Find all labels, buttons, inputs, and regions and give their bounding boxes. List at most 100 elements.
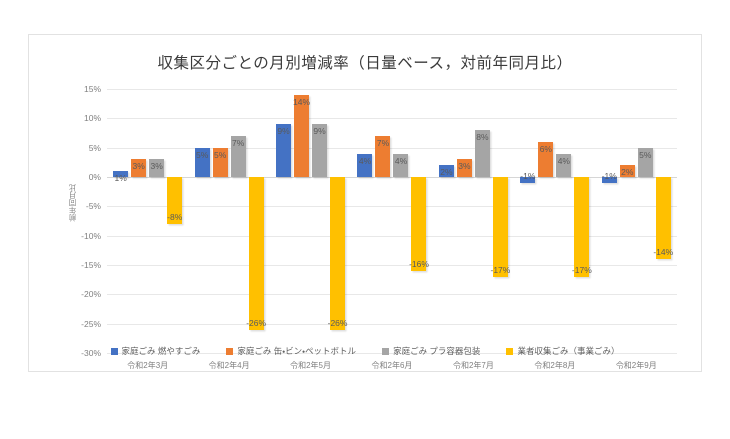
bar-group: -1% 2% 5% -14% 令和2年9月 [596, 89, 677, 370]
bar-value-label: -1% [601, 170, 617, 181]
gridline [107, 265, 677, 266]
bar-rect [438, 165, 454, 177]
bar[interactable]: 4% [556, 89, 572, 353]
gridline [107, 294, 677, 296]
bar[interactable]: -16% [409, 89, 429, 353]
x-axis-tick: 令和2年3月 [127, 361, 169, 370]
legend-item[interactable]: 家庭ごみ 燃やすごみ [110, 345, 201, 357]
bar[interactable]: -17% [490, 89, 511, 353]
bar-rect [294, 94, 310, 177]
bar[interactable]: 9% [276, 89, 292, 353]
bar[interactable]: 7% [375, 89, 391, 353]
plot-area: 15% 10% 5% 0% -5% -10% -15% -20% -25% -30% 1% 3% 3% -… [81, 84, 677, 370]
bar-group: 1% 3% 3% -8% 令和2年3月 [107, 89, 188, 370]
y-axis-tick: -30% [81, 348, 101, 358]
bar-value-label: 7% [231, 137, 245, 148]
bar-rect [194, 147, 210, 177]
y-axis-tick: -5% [85, 201, 101, 212]
bar[interactable]: 4% [393, 89, 409, 353]
bar-value-label: -1% [520, 170, 536, 181]
legend-item[interactable]: 家庭ごみ プラ容器包装 [382, 345, 480, 357]
y-axis-tick: -20% [81, 289, 101, 300]
x-axis-tick: 令和2年5月 [290, 361, 331, 370]
bar[interactable]: -26% [328, 89, 347, 353]
bar[interactable]: 6% [538, 89, 554, 353]
legend-label: 家庭ごみ 缶・ビン・ペットボトル [237, 346, 357, 356]
bar[interactable]: 5% [212, 89, 228, 353]
bar[interactable]: 4% [357, 89, 373, 353]
bar[interactable]: 5% [637, 89, 653, 353]
legend-label: 家庭ごみ 燃やすごみ [121, 346, 201, 356]
chart-container: 収集区分ごとの月別増減率（日量ベース，対前年同月比） 前年同月比 15% 10% 5… [28, 34, 702, 372]
gridline [107, 118, 677, 120]
bar-rect [601, 177, 617, 183]
bar[interactable]: -14% [653, 89, 674, 353]
y-axis-tick: -25% [81, 318, 101, 329]
bar[interactable]: -26% [246, 89, 267, 353]
bar-rect [248, 177, 264, 330]
bar-value-label: 3% [132, 161, 145, 172]
bar-rect [212, 147, 228, 177]
legend-swatch-icon [226, 347, 234, 355]
bar-value-label: 6% [539, 143, 552, 154]
y-axis-tick: -10% [81, 230, 101, 241]
bar-cluster: 4% 7% 4% -16% [351, 89, 432, 353]
bar-rect [230, 135, 246, 177]
gridline [107, 235, 677, 237]
bar-cluster: 5% 5% 7% -26% [188, 89, 269, 353]
bar-value-label: 2% [440, 167, 453, 178]
bar[interactable]: 3% [131, 89, 147, 353]
bar[interactable]: 2% [438, 89, 454, 353]
legend-label: 家庭ごみ プラ容器包装 [393, 346, 481, 356]
bar-value-label: 4% [557, 155, 570, 166]
bar[interactable]: 3% [456, 89, 472, 353]
bar-value-label: 3% [458, 161, 471, 172]
gridline [107, 353, 677, 354]
bar[interactable]: 5% [194, 89, 210, 353]
chart-title: 収集区分ごとの月別増減率（日量ベース，対前年同月比） [157, 55, 573, 72]
bar[interactable]: 7% [230, 89, 246, 353]
bar-group: 2% 3% 8% -17% 令和2年7月 [433, 89, 514, 370]
bar-value-label: 4% [358, 155, 372, 166]
gridline [107, 206, 677, 208]
bar-rect [276, 124, 292, 177]
legend-item[interactable]: 家庭ごみ 缶・ビン・ペットボトル [226, 345, 356, 357]
x-axis-tick: 令和2年6月 [371, 361, 413, 370]
bar-value-label: -17% [571, 264, 592, 275]
x-axis-tick: 令和2年4月 [208, 361, 250, 370]
legend-swatch-icon [506, 347, 514, 355]
bar-rect [393, 153, 409, 177]
bar-rect [492, 177, 508, 277]
bar[interactable]: 3% [149, 89, 165, 353]
bar[interactable]: 14% [293, 89, 310, 353]
bar-rect [357, 153, 373, 177]
bar-value-label: -26% [246, 317, 267, 328]
bar-rect [149, 159, 165, 177]
bar-value-label: 8% [476, 132, 489, 143]
bar-value-label: -14% [653, 247, 674, 258]
bar-cluster: -1% 2% 5% -14% [596, 89, 677, 353]
legend-swatch-icon [382, 347, 390, 355]
bar[interactable]: -1% [602, 89, 617, 353]
bar-rect [167, 177, 183, 224]
bar-rect [131, 159, 147, 177]
bar[interactable]: -17% [571, 89, 592, 353]
bar-value-label: 1% [114, 173, 127, 184]
bar-value-label: 4% [394, 155, 408, 166]
bar-group: 5% 5% 7% -26% 令和2年4月 [188, 89, 269, 370]
y-axis-tick: 5% [88, 142, 101, 153]
bar-rect [538, 141, 554, 177]
gridline [107, 147, 677, 149]
legend-item[interactable]: 業者収集ごみ（事業ごみ） [506, 345, 619, 357]
bar[interactable]: 8% [474, 89, 490, 353]
bar[interactable]: 1% [113, 89, 129, 353]
bar-rect [312, 124, 328, 177]
bar-rect [619, 165, 635, 177]
bar-cluster: 2% 3% 8% -17% [433, 89, 514, 353]
bar[interactable]: 2% [619, 89, 635, 353]
bar[interactable]: -1% [520, 89, 535, 353]
bar[interactable]: 9% [312, 89, 328, 353]
bar-value-label: 7% [376, 137, 390, 148]
bar-value-label: -17% [490, 264, 511, 275]
bar[interactable]: -8% [167, 89, 182, 353]
